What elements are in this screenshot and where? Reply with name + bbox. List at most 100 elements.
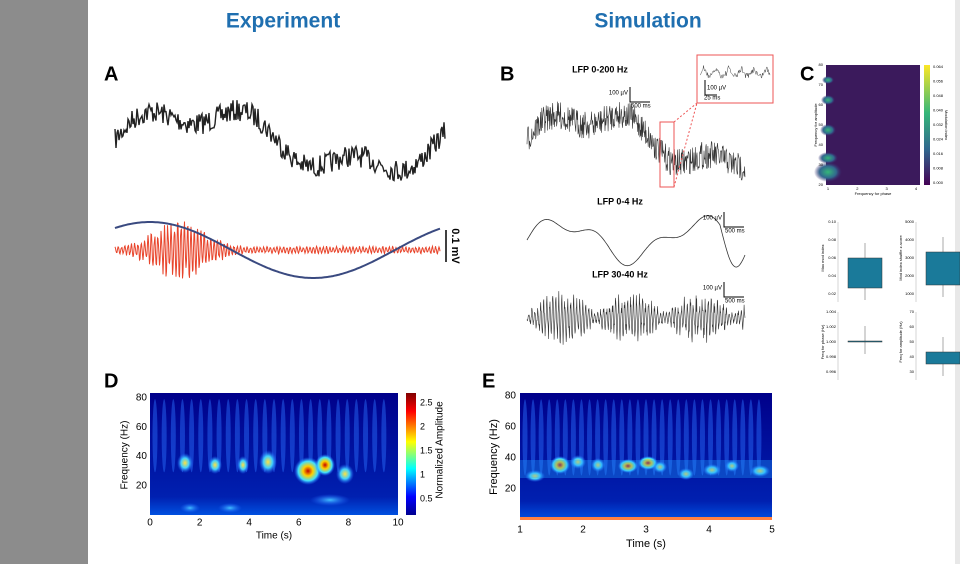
streak — [372, 399, 378, 473]
zoom-box — [659, 121, 675, 188]
colorbar — [924, 65, 930, 185]
streak — [326, 399, 332, 473]
streak — [546, 399, 552, 476]
tick-label: 10 — [392, 518, 404, 529]
side-bar — [0, 0, 88, 564]
scale-bar — [629, 87, 650, 103]
panel-label: A — [104, 63, 118, 85]
scale-bar — [723, 212, 744, 228]
streak — [381, 399, 387, 473]
tick-label: 60 — [819, 102, 824, 107]
tick-label: 60 — [505, 422, 517, 433]
axis-label: Frequency for amplitude — [813, 103, 818, 147]
streak — [708, 399, 714, 476]
blob — [653, 461, 667, 473]
streak — [170, 399, 176, 473]
column-title: Simulation — [594, 10, 701, 33]
tick-label: 2 — [856, 186, 859, 191]
gamma-trace — [114, 221, 441, 279]
streak — [344, 399, 350, 473]
axis-label: Time (s) — [256, 531, 292, 542]
tick-label: 0.056 — [933, 79, 944, 84]
axis-label: Frequency for phase — [855, 191, 892, 196]
box — [847, 340, 883, 343]
comod-blob — [822, 76, 834, 84]
scale-label: 100 µV — [703, 286, 722, 292]
tick-label: 5 — [769, 525, 775, 536]
tick-label: 2 — [580, 525, 586, 536]
blob — [310, 494, 350, 506]
tick-label: 1 — [827, 186, 830, 191]
comod-blob — [818, 152, 838, 164]
comod-blob — [814, 162, 842, 182]
streak — [651, 399, 657, 476]
trace-title: LFP 0-200 Hz — [572, 64, 628, 74]
tick-label: 80 — [505, 391, 517, 402]
streak — [225, 399, 231, 473]
streak — [530, 399, 536, 476]
trace-title: LFP 0-4 Hz — [597, 196, 643, 206]
blob — [259, 450, 277, 474]
tick-label: 0.08 — [828, 237, 837, 242]
tick-label: 30 — [910, 369, 915, 374]
streak — [627, 399, 633, 476]
tick-label: 20 — [819, 182, 824, 187]
panel-label: C — [800, 63, 814, 85]
streak — [538, 399, 544, 476]
tick-label: 4 — [246, 518, 252, 529]
scale-label: 100 µV — [609, 91, 628, 97]
tick-label: 5000 — [905, 219, 915, 224]
tick-label: 6 — [296, 518, 302, 529]
tick-label: 8 — [346, 518, 352, 529]
theta-sine — [114, 221, 441, 279]
streak — [317, 399, 323, 473]
box — [847, 257, 883, 289]
tick-label: 1.5 — [420, 445, 433, 455]
tick-label: 0.000 — [933, 180, 944, 185]
streak — [207, 399, 213, 473]
streak — [308, 399, 314, 473]
blob — [638, 456, 658, 470]
streak — [161, 399, 167, 473]
panel-label: E — [482, 370, 495, 392]
tick-label: 0.02 — [828, 291, 837, 296]
tick-label: 3 — [643, 525, 649, 536]
blob — [336, 464, 354, 484]
tick-label: 40 — [136, 451, 148, 462]
scale-label: 25 ms — [704, 96, 720, 102]
tick-label: 0.5 — [420, 493, 433, 503]
tick-label: 0.032 — [933, 122, 944, 127]
blob — [180, 503, 200, 513]
tick-label: 50 — [819, 122, 824, 127]
zoom-line — [673, 102, 698, 188]
streak — [244, 399, 250, 473]
tick-label: 1 — [420, 469, 425, 479]
tick-label: 0.008 — [933, 166, 944, 171]
blob — [591, 458, 605, 472]
streak — [595, 399, 601, 476]
streak — [756, 399, 762, 476]
streak — [699, 399, 705, 476]
panel-label: B — [500, 63, 514, 85]
trace-title: LFP 30-40 Hz — [592, 269, 648, 279]
streak — [522, 399, 528, 476]
streak — [189, 399, 195, 473]
tick-label: 40 — [819, 142, 824, 147]
comod-blob — [820, 124, 836, 136]
streak — [740, 399, 746, 476]
tick-label: 2 — [420, 421, 425, 431]
tick-label: 0 — [147, 518, 153, 529]
streak — [353, 399, 359, 473]
blob — [525, 470, 545, 482]
blob — [237, 456, 249, 474]
tick-label: 60 — [136, 422, 148, 433]
streak — [289, 399, 295, 473]
streak — [635, 399, 641, 476]
tick-label: 30 — [819, 162, 824, 167]
blob — [315, 454, 335, 476]
streak — [363, 399, 369, 473]
lfp-slow — [526, 215, 746, 268]
tick-label: 40 — [910, 354, 915, 359]
